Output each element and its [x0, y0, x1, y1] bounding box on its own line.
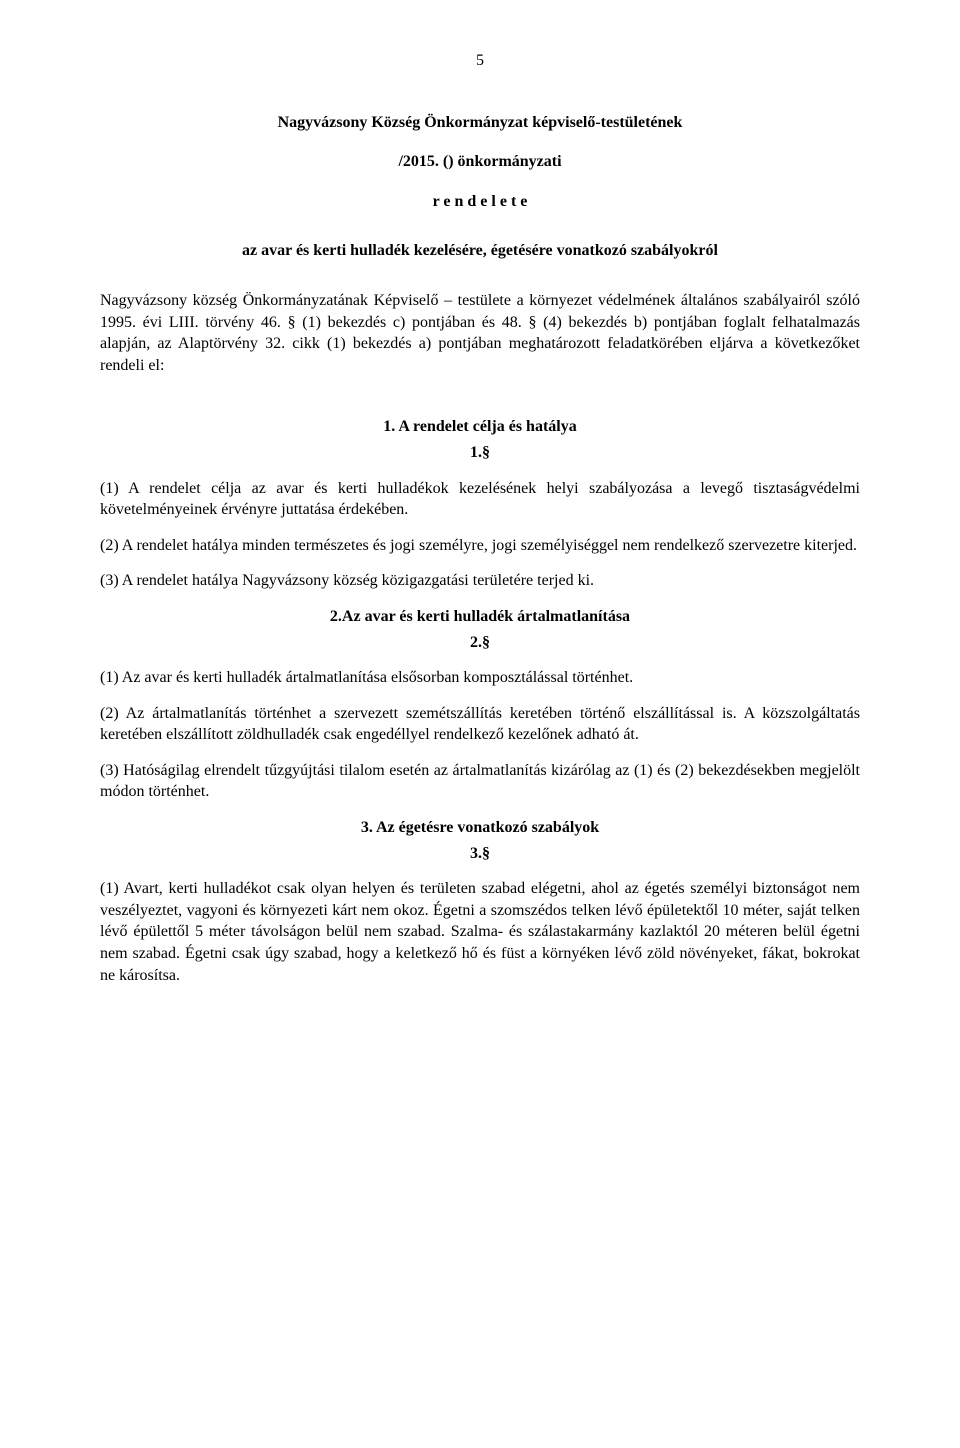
section-2-header: 2.Az avar és kerti hulladék ártalmatlaní… [100, 606, 860, 628]
section-1-para-1: (1) A rendelet célja az avar és kerti hu… [100, 478, 860, 521]
title-block: Nagyvázsony Község Önkormányzat képvisel… [100, 112, 860, 213]
section-3-para-1: (1) Avart, kerti hulladékot csak olyan h… [100, 878, 860, 986]
section-3-header: 3. Az égetésre vonatkozó szabályok [100, 817, 860, 839]
section-1-header: 1. A rendelet célja és hatálya [100, 416, 860, 438]
section-2-para-2: (2) Az ártalmatlanítás történhet a szerv… [100, 703, 860, 746]
section-2-para-3: (3) Hatóságilag elrendelt tűzgyújtási ti… [100, 760, 860, 803]
section-1-para-3: (3) A rendelet hatálya Nagyvázsony közsé… [100, 570, 860, 592]
section-3-number: 3.§ [100, 843, 860, 865]
title-line-2: /2015. () önkormányzati [100, 151, 860, 173]
title-line-3: r e n d e l e t e [100, 191, 860, 213]
section-1-number: 1.§ [100, 442, 860, 464]
section-1-para-2: (2) A rendelet hatálya minden természete… [100, 535, 860, 557]
section-2-para-1: (1) Az avar és kerti hulladék ártalmatla… [100, 667, 860, 689]
page-number: 5 [100, 50, 860, 72]
subtitle: az avar és kerti hulladék kezelésére, ég… [100, 240, 860, 262]
title-line-1: Nagyvázsony Község Önkormányzat képvisel… [100, 112, 860, 134]
preamble: Nagyvázsony község Önkormányzatának Képv… [100, 290, 860, 376]
section-2-number: 2.§ [100, 632, 860, 654]
